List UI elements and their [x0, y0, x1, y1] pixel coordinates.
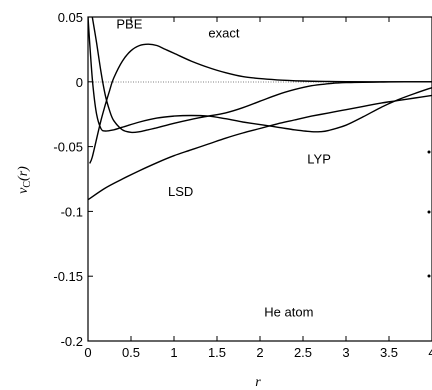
- edge-dot: [428, 211, 431, 214]
- series-lyp-line: [88, 17, 432, 132]
- series-lsd-line: [88, 95, 432, 199]
- x-tick-label: 3: [342, 345, 349, 360]
- y-tick-label: -0.15: [53, 269, 83, 284]
- x-tick-label: 1: [170, 345, 177, 360]
- x-tick-label: 4: [428, 345, 432, 360]
- plot-frame: [88, 17, 432, 341]
- y-tick-label: 0: [76, 75, 83, 90]
- x-tick-label: 0: [84, 345, 91, 360]
- labels-layer: exact PBE LYP LSD He atom: [116, 17, 331, 320]
- x-tick-label: 0.5: [122, 345, 140, 360]
- series-lsd-label: LSD: [168, 184, 193, 199]
- x-tick-label: 2.5: [294, 345, 312, 360]
- curves-layer: [88, 17, 432, 200]
- y-tick-label: -0.05: [53, 140, 83, 155]
- x-tick-label: 3.5: [380, 345, 398, 360]
- annotation-label: He atom: [264, 304, 313, 319]
- series-lyp-label: LYP: [307, 151, 331, 166]
- y-axis-label: vC(r): [16, 166, 33, 194]
- x-tick-label: 1.5: [208, 345, 226, 360]
- y-tick-label: -0.1: [61, 204, 83, 219]
- series-pbe-line: [92, 17, 432, 132]
- right-edge-dots: [428, 151, 431, 278]
- series-pbe-label: PBE: [116, 17, 142, 32]
- x-tick-label: 2: [256, 345, 263, 360]
- y-tick-label: 0.05: [58, 10, 83, 25]
- edge-dot: [428, 151, 431, 154]
- series-exact-label: exact: [208, 26, 239, 41]
- x-axis-label: r: [255, 375, 261, 390]
- edge-dot: [428, 275, 431, 278]
- y-tick-label: -0.2: [61, 334, 83, 349]
- y-axis-label-suffix: (r): [16, 166, 31, 181]
